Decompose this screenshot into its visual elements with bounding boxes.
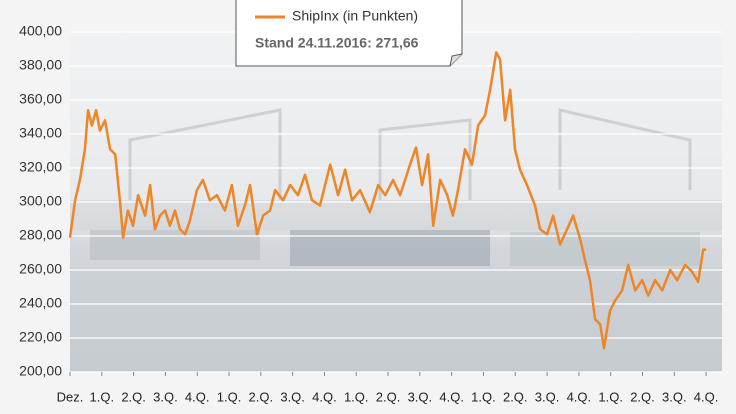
x-tick-label: 4.Q. [567, 389, 592, 404]
x-tick-label: 1.Q. [344, 389, 369, 404]
y-tick-label: 300,00 [19, 193, 62, 209]
y-tick-label: 320,00 [19, 159, 62, 175]
x-tick-label: 2.Q. [630, 389, 655, 404]
y-tick-label: 400,00 [19, 23, 62, 39]
x-tick-label: 1.Q. [598, 389, 623, 404]
x-tick-label: Dez. [57, 389, 84, 404]
y-tick-label: 280,00 [19, 227, 62, 243]
legend: ShipInx (in Punkten) Stand 24.11.2016: 2… [235, 0, 463, 67]
y-tick-label: 240,00 [19, 295, 62, 311]
x-tick-label: 2.Q. [503, 389, 528, 404]
x-tick-label: 4.Q. [439, 389, 464, 404]
y-tick-label: 260,00 [19, 261, 62, 277]
x-tick-label: 3.Q. [535, 389, 560, 404]
x-tick-label: 2.Q. [376, 389, 401, 404]
legend-fold [449, 53, 463, 67]
x-tick-label: 4.Q. [185, 389, 210, 404]
port-scenery [70, 108, 722, 372]
y-tick-label: 380,00 [19, 57, 62, 73]
y-tick-label: 220,00 [19, 329, 62, 345]
x-tick-label: 1.Q. [471, 389, 496, 404]
data-line [68, 51, 707, 350]
x-tick-label: 3.Q. [280, 389, 305, 404]
x-tick-label: 3.Q. [153, 389, 178, 404]
annotation: Stand 24.11.2016: 271,66 [255, 35, 419, 51]
y-tick-label: 340,00 [19, 125, 62, 141]
x-tick-label: 3.Q. [408, 389, 433, 404]
x-tick-label: 1.Q. [90, 389, 115, 404]
legend-label: ShipInx (in Punkten) [292, 8, 418, 24]
x-tick-label: 2.Q. [249, 389, 274, 404]
x-tick-label: 2.Q. [121, 389, 146, 404]
x-tick-label: 4.Q. [312, 389, 337, 404]
x-tick-label: 3.Q. [662, 389, 687, 404]
x-tick-label: 1.Q. [217, 389, 242, 404]
x-tick-label: 4.Q. [694, 389, 719, 404]
y-tick-label: 360,00 [19, 91, 62, 107]
y-tick-label: 200,00 [19, 363, 62, 379]
